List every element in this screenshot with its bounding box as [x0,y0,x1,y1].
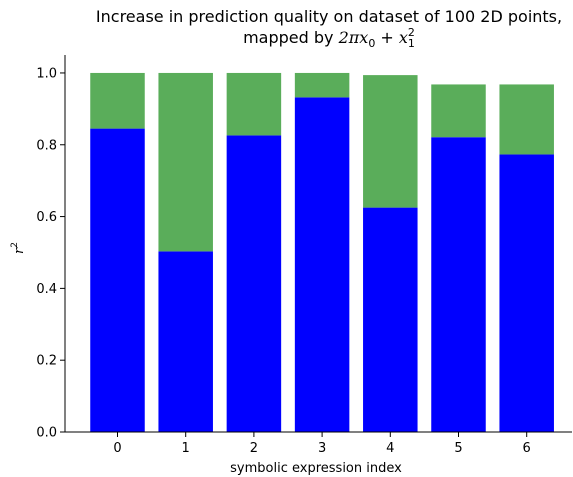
y-axis-label: r2 [10,242,27,254]
title-prefix: mapped by [243,28,339,47]
chart-title-line1: Increase in prediction quality on datase… [96,7,562,26]
x-tick-label: 2 [250,441,258,456]
y-tick-label: 0.0 [36,426,57,441]
x-axis-label: symbolic expression index [230,461,402,476]
x-tick-label: 1 [182,441,190,456]
y-tick-label: 0.2 [36,354,57,369]
y-axis-label-group: r2 [10,242,27,254]
bar-5-series-1 [431,84,486,138]
x-tick-label: 3 [318,441,326,456]
title-pi: π [348,28,360,47]
title-x0: x [359,28,368,47]
title-sub1: 1 [408,37,415,50]
bar-1-series-1 [158,72,213,252]
chart-title-line2: mapped by 2πx0 + x2 1 [243,26,415,50]
title-sub0: 0 [368,37,375,50]
bar-0-series-0 [90,128,145,432]
bar-1-series-0 [158,251,213,432]
bar-6-series-1 [499,84,554,155]
title-sup: 2 [408,26,415,39]
x-tick-label: 0 [113,441,121,456]
y-tick-label: 1.0 [36,66,57,81]
title-coef: 2 [338,28,349,47]
y-axis: 0.0 0.2 0.4 0.6 0.8 1.0 [36,55,66,441]
bar-3-series-1 [294,72,350,98]
bars-group [90,72,554,433]
x-tick-label: 6 [523,441,531,456]
x-tick-label: 4 [386,441,394,456]
bar-2-series-1 [226,72,282,136]
y-tick-label: 0.4 [36,282,57,297]
x-axis: 0 1 2 3 4 5 6 [65,431,572,456]
bar-3-series-0 [294,97,350,433]
y-tick-label: 0.8 [36,138,57,153]
y-axis-label-r: r [12,247,27,254]
title-x1: x [399,28,408,47]
x-tick-label: 5 [454,441,462,456]
y-tick-label: 0.6 [36,210,57,225]
bar-4-series-1 [363,75,418,208]
bar-5-series-0 [431,137,486,432]
title-plus: + [375,28,399,47]
bar-0-series-1 [90,72,145,129]
bar-2-series-0 [226,135,282,432]
bar-4-series-0 [363,207,418,432]
y-axis-label-sup: 2 [10,242,20,248]
bar-6-series-0 [499,154,554,432]
